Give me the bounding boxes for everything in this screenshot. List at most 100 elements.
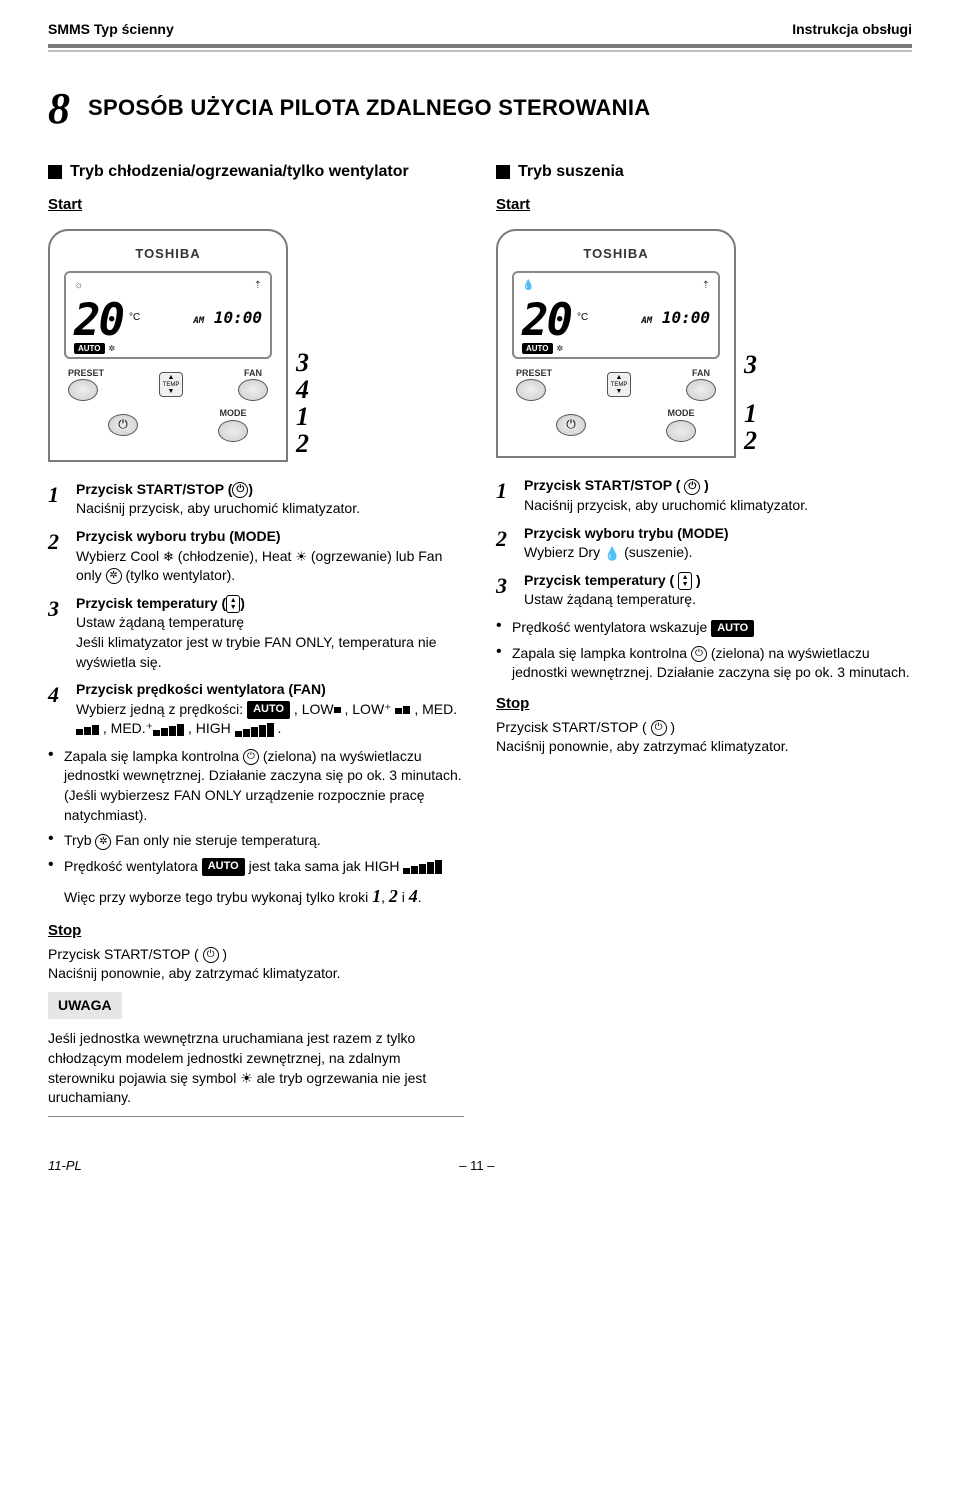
step-num: 3 [496,571,514,610]
step-title: Przycisk temperatury ( ▲▼ ) [524,572,701,588]
right-stop-text: Przycisk START/STOP ( ⏻ ) Naciśnij ponow… [496,718,912,757]
bullet-item: Zapala się lampka kontrolna ⏻ (zielona) … [48,747,464,825]
step-title: Przycisk START/STOP (⏻) [76,481,253,497]
section-heading: 8 SPOSÓB UŻYCIA PILOTA ZDALNEGO STEROWAN… [48,78,912,140]
step-text2: Jeśli klimatyzator jest w trybie FAN ONL… [76,634,437,670]
temp-value: 20 [522,299,571,343]
fan-button[interactable] [238,379,268,401]
power-icon: ⏻ [651,720,667,736]
fan-group: FAN [686,367,716,402]
header-right: Instrukcja obsługi [792,20,912,40]
header-left: SMMS Typ ścienny [48,20,174,40]
step-text: Wybierz Cool ❄ (chłodzenie), Heat ☀ (ogr… [76,548,442,584]
remote-control-left: TOSHIBA ☼ ⇡ 20 °C AM 10:00 [48,229,288,462]
preset-label: PRESET [68,367,104,380]
signal-icon: ⇡ [254,279,262,293]
note-label: UWAGA [48,992,122,1020]
auto-badge: AUTO [202,858,245,875]
time-value: 10:00 [662,308,710,327]
time-block: AM 10:00 [193,307,262,329]
time-value: 10:00 [214,308,262,327]
temp-btn-icon: ▲▼ [226,595,240,613]
content-columns: Tryb chłodzenia/ogrzewania/tylko wentyla… [48,161,912,1117]
sun-icon: ☼ [74,279,83,293]
step-body: Przycisk temperatury ( ▲▼ ) Ustaw żądaną… [524,571,912,610]
temp-button[interactable]: ▲TEMP▼ [159,372,183,397]
step-body: Przycisk wyboru trybu (MODE) Wybierz Coo… [76,527,464,586]
mode-button[interactable] [218,420,248,442]
am-label: AM [641,316,652,326]
bars-5-icon [235,723,274,737]
preset-button[interactable] [68,379,98,401]
footer-left: 11-PL [48,1157,82,1175]
fan-only-icon: ✲ [106,568,122,584]
preset-group: PRESET [516,367,552,402]
drop-icon: 💧 [604,547,620,560]
preset-button[interactable] [516,379,546,401]
mode-button[interactable] [666,420,696,442]
bullet-item: Prędkość wentylatora wskazuje AUTO [496,618,912,638]
step-title: Przycisk START/STOP ( ⏻ ) [524,477,709,493]
fan-button[interactable] [686,379,716,401]
temp-unit: °C [129,311,140,325]
left-column: Tryb chłodzenia/ogrzewania/tylko wentyla… [48,161,464,1117]
drop-icon: 💧 [522,279,534,293]
preset-group: PRESET [68,367,104,402]
left-step-3: 3 Przycisk temperatury (▲▼) Ustaw żądaną… [48,594,464,672]
right-step-2: 2 Przycisk wyboru trybu (MODE) Wybierz D… [496,524,912,563]
header-rule [48,44,912,52]
right-bullets: Prędkość wentylatora wskazuje AUTO Zapal… [496,618,912,683]
step-num: 1 [496,476,514,515]
temp-unit: °C [577,311,588,325]
bars-5-icon [403,860,442,874]
power-button[interactable]: ⏻ [108,414,138,436]
auto-badge-screen: AUTO [74,343,105,354]
screen-top-icons: 💧 ⇡ [522,279,710,293]
left-callouts: 3 4 1 2 [296,229,309,462]
fan-icon: ✲ [557,343,564,354]
screen-top-icons: ☼ ⇡ [74,279,262,293]
right-step-1: 1 Przycisk START/STOP ( ⏻ ) Naciśnij prz… [496,476,912,515]
left-stop-text: Przycisk START/STOP ( ⏻ ) Naciśnij ponow… [48,945,464,984]
callout-1: 1 [744,400,757,427]
right-stop-label: Stop [496,693,912,714]
step-text: Naciśnij przycisk, aby uruchomić klimaty… [76,500,360,516]
step-num: 2 [48,527,66,586]
remote-btn-row2: ⏻ MODE [512,407,720,442]
right-callouts: 3 1 2 [744,229,757,459]
remote-btn-row1: PRESET ▲TEMP▼ FAN [512,367,720,402]
step-title: Przycisk prędkości wentylatora (FAN) [76,681,326,697]
am-label: AM [193,316,204,326]
snow-icon: ❄ [163,550,174,563]
remote-screen: 💧 ⇡ 20 °C AM 10:00 AUTO [512,271,720,359]
mode-label: MODE [218,407,248,420]
page: SMMS Typ ścienny Instrukcja obsługi 8 SP… [0,0,960,1205]
left-mode-heading: Tryb chłodzenia/ogrzewania/tylko wentyla… [48,161,464,183]
left-step-1: 1 Przycisk START/STOP (⏻) Naciśnij przyc… [48,480,464,519]
mode-label: MODE [666,407,696,420]
bullet-item: Prędkość wentylatora AUTO jest taka sama… [48,857,464,877]
auto-badge: AUTO [247,701,290,718]
bars-1-icon [334,707,341,713]
temp-value: 20 [74,299,123,343]
bullet-continuation: Więc przy wyborze tego trybu wykonaj tyl… [48,884,464,909]
temp-button[interactable]: ▲TEMP▼ [607,372,631,397]
bars-4-icon [153,724,184,736]
auto-badge-screen: AUTO [522,343,553,354]
mode-group: MODE [218,407,248,442]
power-button[interactable]: ⏻ [556,414,586,436]
step-body: Przycisk temperatury (▲▼) Ustaw żądaną t… [76,594,464,672]
screen-readout: 20 °C AM 10:00 [74,293,262,343]
step-body: Przycisk START/STOP (⏻) Naciśnij przycis… [76,480,464,519]
step-text: Ustaw żądaną temperaturę. [524,591,696,607]
remote-btn-row1: PRESET ▲TEMP▼ FAN [64,367,272,402]
step-text: Wybierz Dry 💧 (suszenie). [524,544,693,560]
step-title: Przycisk wyboru trybu (MODE) [76,528,281,544]
right-column: Tryb suszenia Start TOSHIBA 💧 ⇡ 20 °C [496,161,912,1117]
callout-4: 4 [296,376,309,403]
fan-only-icon: ✲ [95,834,111,850]
right-mode-heading: Tryb suszenia [496,161,912,183]
note-text: Jeśli jednostka wewnętrzna uruchamiana j… [48,1025,464,1116]
bars-3-icon [76,725,99,735]
left-stop-label: Stop [48,920,464,941]
